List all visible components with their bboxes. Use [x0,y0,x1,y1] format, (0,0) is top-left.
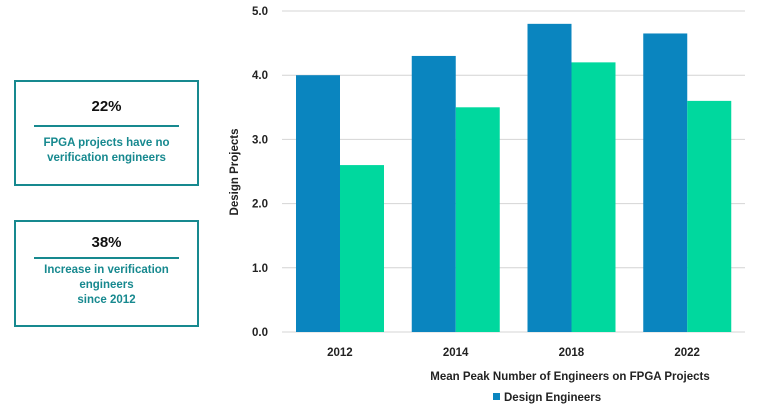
x-tick-label: 2012 [327,347,353,359]
bar-series-2-2018 [571,62,616,333]
x-tick-label: 2022 [674,347,700,359]
bar-series-2-2012 [340,165,384,332]
y-tick-label: 2.0 [252,199,268,211]
y-tick-labels: 0.0 1.0 2.0 3.0 4.0 5.0 [252,6,268,339]
legend-swatch [493,393,500,400]
stat-description-line: engineers [79,279,134,291]
y-tick-label: 5.0 [252,6,268,18]
stat-value: 38% [91,234,122,251]
bar-design-engineers-2018 [527,23,572,333]
x-tick-labels: 2012 2014 2018 2022 [327,347,700,359]
x-tick-label: 2018 [559,347,585,359]
stat-box-no-verification: 22% FPGA projects have no verification e… [14,80,199,186]
y-tick-label: 3.0 [252,134,268,146]
stat-description-line: since 2012 [77,294,136,306]
bar-design-engineers-2022 [643,33,688,332]
bar-series-2-2022 [687,100,732,332]
x-axis-title: Mean Peak Number of Engineers on FPGA Pr… [430,371,709,383]
y-tick-label: 0.0 [252,327,268,339]
bar-design-engineers-2012 [296,75,340,332]
bars [296,23,732,333]
bar-design-engineers-2014 [411,55,456,332]
y-tick-label: 4.0 [252,70,268,82]
bar-series-2-2014 [455,107,500,332]
stat-description-line: verification engineers [47,152,166,164]
stat-value: 22% [91,98,122,115]
stat-divider [34,257,179,259]
x-tick-label: 2014 [443,347,469,359]
stat-description-line: Increase in verification [44,264,169,276]
y-tick-label: 1.0 [252,263,268,275]
y-axis-title: Design Projects [229,129,241,216]
stat-description-line: FPGA projects have no [43,137,170,149]
stat-divider [34,125,179,127]
stat-box-verification-increase: 38% Increase in verification engineers s… [14,220,199,327]
stat-description: FPGA projects have no verification engin… [16,136,197,166]
stat-description: Increase in verification engineers since… [16,263,197,308]
legend-label: Design Engineers [504,392,601,404]
